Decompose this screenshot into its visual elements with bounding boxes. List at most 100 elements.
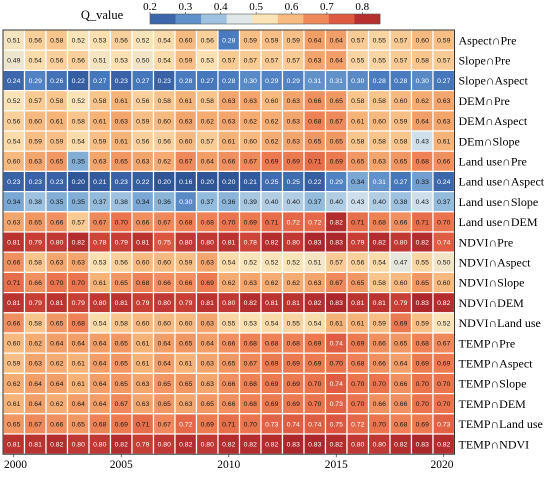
cell-value-label: 0.66: [373, 401, 386, 408]
cell-value-label: 0.74: [308, 421, 321, 428]
cell-value-label: 0.70: [437, 219, 450, 226]
cell-value-label: 0.69: [308, 341, 321, 348]
cell-value-label: 0.79: [136, 300, 149, 307]
cell-value-label: 0.63: [201, 320, 214, 327]
cell-value-label: 0.66: [50, 219, 63, 226]
cell-value-label: 0.34: [7, 199, 20, 206]
cell-value-label: 0.81: [136, 240, 149, 247]
cell-value-label: 0.58: [93, 98, 106, 105]
cell-value-label: 0.53: [244, 320, 257, 327]
cell-value-label: 0.81: [7, 300, 20, 307]
colorbar-segment: [252, 14, 279, 24]
cell-value-label: 0.64: [201, 159, 214, 166]
cell-value-label: 0.56: [7, 118, 20, 125]
cell-value-label: 0.73: [437, 421, 450, 428]
cell-value-label: 0.63: [308, 280, 321, 287]
cell-value-label: 0.66: [136, 219, 149, 226]
cell-value-label: 0.75: [158, 240, 171, 247]
cell-value-label: 0.67: [244, 361, 257, 368]
row-label: Aspect∩Pre: [459, 33, 517, 47]
cell-value-label: 0.82: [115, 442, 128, 449]
cell-value-label: 0.58: [29, 260, 42, 267]
cell-value-label: 0.81: [7, 240, 20, 247]
cell-value-label: 0.65: [50, 159, 63, 166]
row-label: NDVI∩Slope: [459, 276, 525, 290]
cell-value-label: 0.72: [287, 219, 300, 226]
cell-value-label: 0.69: [287, 159, 300, 166]
cell-value-label: 0.59: [50, 139, 63, 146]
cell-value-label: 0.83: [308, 240, 321, 247]
cell-value-label: 0.21: [244, 179, 257, 186]
cell-value-label: 0.67: [158, 421, 171, 428]
cell-value-label: 0.78: [244, 240, 257, 247]
cell-value-label: 0.57: [394, 58, 407, 65]
cell-value-label: 0.58: [50, 38, 63, 45]
cell-value-label: 0.61: [72, 361, 85, 368]
cell-value-label: 0.74: [330, 341, 343, 348]
row-label: Slope∩Pre: [459, 54, 511, 68]
cell-value-label: 0.65: [72, 421, 85, 428]
colorbar-segment: [226, 14, 253, 24]
cell-value-label: 0.67: [115, 401, 128, 408]
cell-value-label: 0.57: [394, 38, 407, 45]
cell-value-labels: 0.51 0.56 0.58 0.52 0.53 0.56 0.52 0.54 0.60 0.56…: [7, 38, 450, 449]
cell-value-label: 0.66: [50, 421, 63, 428]
cell-value-label: 0.39: [244, 199, 257, 206]
cell-value-label: 0.68: [244, 341, 257, 348]
cell-value-label: 0.68: [308, 118, 321, 125]
colorbar-tick-label: 0.3: [179, 1, 193, 13]
cell-value-label: 0.63: [115, 118, 128, 125]
cell-value-label: 0.69: [265, 381, 278, 388]
colorbar-tick-label: 0.7: [320, 1, 334, 13]
colorbar-segment: [328, 14, 355, 24]
cell-value-label: 0.82: [330, 219, 343, 226]
cell-value-label: 0.80: [394, 240, 407, 247]
cell-value-label: 0.69: [416, 361, 429, 368]
cell-value-label: 0.68: [265, 341, 278, 348]
cell-value-label: 0.83: [330, 240, 343, 247]
cell-value-label: 0.65: [7, 421, 20, 428]
cell-value-label: 0.65: [201, 401, 214, 408]
cell-value-label: 0.70: [330, 361, 343, 368]
cell-value-label: 0.61: [136, 341, 149, 348]
cell-value-label: 0.21: [93, 179, 106, 186]
cell-value-label: 0.65: [115, 159, 128, 166]
cell-value-label: 0.69: [265, 401, 278, 408]
cell-value-label: 0.64: [158, 361, 171, 368]
cell-value-label: 0.52: [136, 38, 149, 45]
cell-value-label: 0.57: [222, 58, 235, 65]
cell-value-label: 0.63: [308, 58, 321, 65]
cell-value-label: 0.71: [351, 219, 364, 226]
cell-value-label: 0.59: [93, 139, 106, 146]
cell-value-label: 0.81: [222, 240, 235, 247]
cell-value-label: 0.67: [244, 159, 257, 166]
plot-frame: [2, 29, 455, 455]
cell-value-label: 0.63: [93, 159, 106, 166]
cell-value-label: 0.29: [330, 179, 343, 186]
cell-value-label: 0.61: [115, 139, 128, 146]
cell-value-label: 0.52: [72, 38, 85, 45]
cell-value-label: 0.69: [201, 421, 214, 428]
row-label: DEM∩Pre: [459, 94, 510, 108]
cell-value-label: 0.58: [201, 98, 214, 105]
cell-value-label: 0.63: [72, 260, 85, 267]
cell-value-label: 0.28: [222, 38, 235, 45]
cell-value-label: 0.69: [437, 361, 450, 368]
cell-value-label: 0.59: [437, 38, 450, 45]
cell-value-label: 0.22: [136, 179, 149, 186]
cell-value-label: 0.70: [308, 401, 321, 408]
cell-value-label: 0.80: [93, 300, 106, 307]
cell-value-label: 0.59: [287, 38, 300, 45]
cell-value-label: 0.63: [201, 361, 214, 368]
cell-value-label: 0.63: [287, 139, 300, 146]
cell-value-label: 0.81: [373, 300, 386, 307]
cell-value-label: 0.79: [29, 300, 42, 307]
cell-value-label: 0.64: [29, 381, 42, 388]
cell-value-label: 0.62: [201, 118, 214, 125]
cell-value-label: 0.80: [351, 442, 364, 449]
cell-value-label: 0.60: [179, 38, 192, 45]
cell-value-label: 0.34: [351, 179, 364, 186]
cell-value-label: 0.52: [265, 260, 278, 267]
cell-value-label: 0.62: [265, 139, 278, 146]
